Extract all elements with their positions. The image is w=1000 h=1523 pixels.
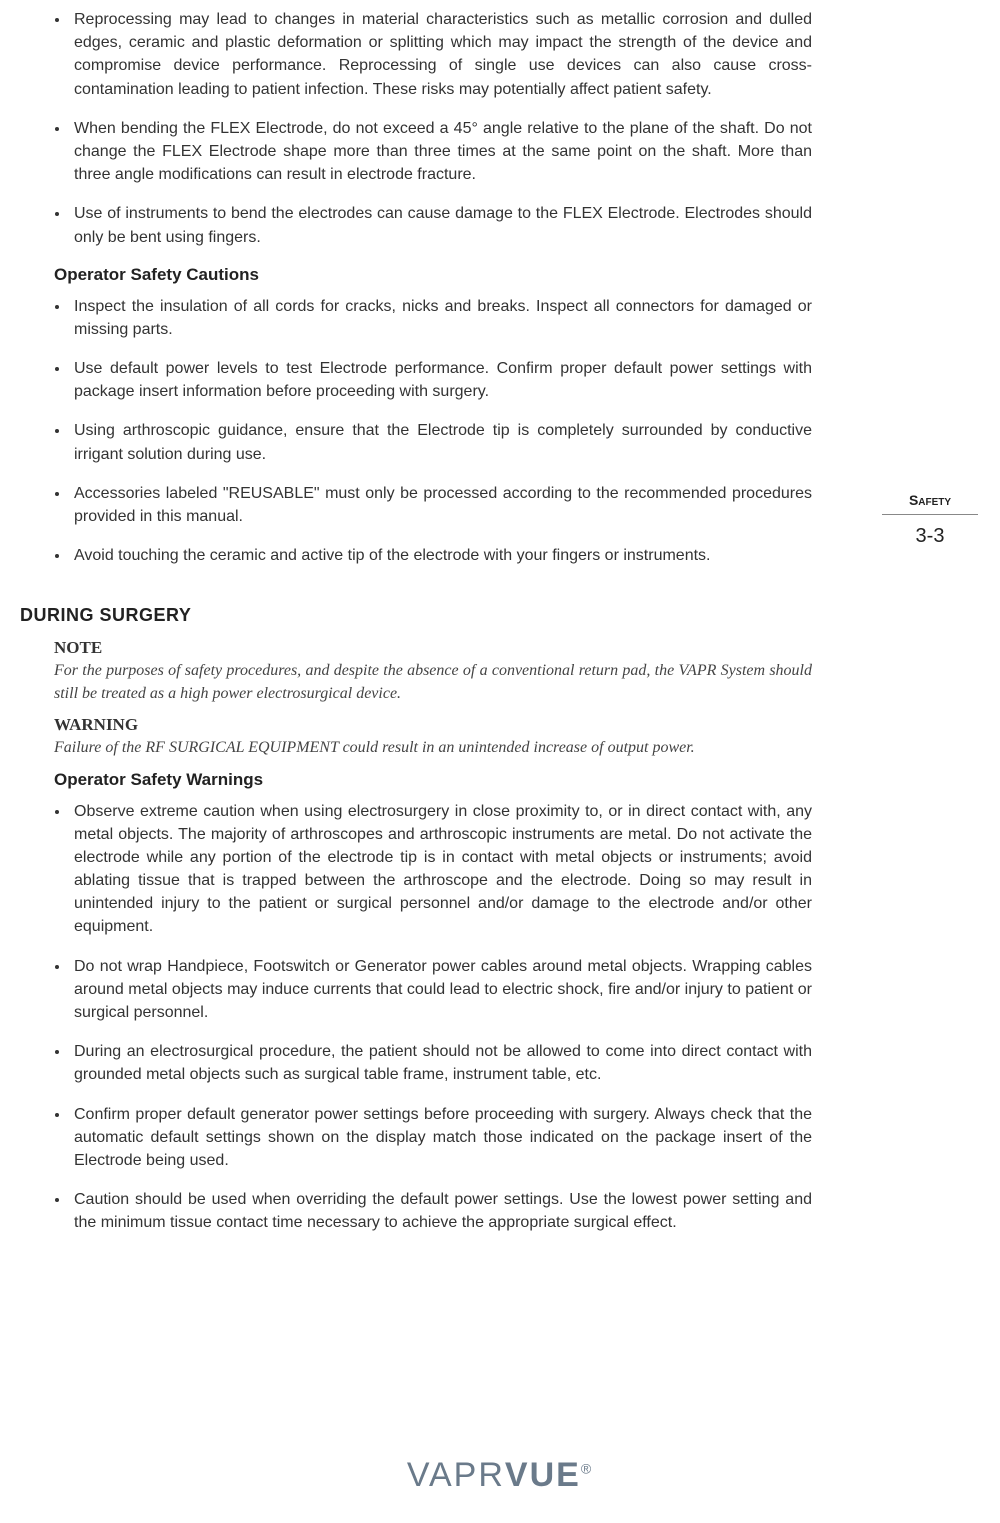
logo-part2: VUE (505, 1456, 581, 1494)
cautions-heading: Operator Safety Cautions (54, 265, 812, 285)
logo-part1: VAPR (407, 1456, 505, 1494)
list-item: Use default power levels to test Electro… (70, 357, 812, 403)
side-tab-label: Safety (870, 492, 990, 514)
page: Reprocessing may lead to changes in mate… (0, 0, 1000, 1523)
note-block: NOTE For the purposes of safety procedur… (54, 638, 812, 705)
section-heading: DURING SURGERY (20, 605, 812, 626)
main-column: Reprocessing may lead to changes in mate… (20, 0, 812, 1235)
list-item: Reprocessing may lead to changes in mate… (70, 8, 812, 101)
warning-title: WARNING (54, 715, 812, 735)
list-item: Inspect the insulation of all cords for … (70, 295, 812, 341)
list-item: Use of instruments to bend the electrode… (70, 202, 812, 248)
warning-block: WARNING Failure of the RF SURGICAL EQUIP… (54, 715, 812, 759)
warnings-heading: Operator Safety Warnings (54, 770, 812, 790)
note-title: NOTE (54, 638, 812, 658)
list-item: When bending the FLEX Electrode, do not … (70, 117, 812, 187)
cautions-list: Inspect the insulation of all cords for … (70, 295, 812, 568)
list-item: Avoid touching the ceramic and active ti… (70, 544, 812, 567)
note-body: For the purposes of safety procedures, a… (54, 660, 812, 705)
footer-logo: VAPRVUE® (0, 1456, 1000, 1495)
list-item: Do not wrap Handpiece, Footswitch or Gen… (70, 955, 812, 1025)
list-item: Using arthroscopic guidance, ensure that… (70, 419, 812, 465)
logo-registered-icon: ® (581, 1461, 593, 1477)
side-tab: Safety 3-3 (870, 492, 990, 548)
top-bullet-list: Reprocessing may lead to changes in mate… (70, 8, 812, 249)
list-item: During an electrosurgical procedure, the… (70, 1040, 812, 1086)
warning-body: Failure of the RF SURGICAL EQUIPMENT cou… (54, 737, 812, 759)
list-item: Confirm proper default generator power s… (70, 1103, 812, 1173)
list-item: Observe extreme caution when using elect… (70, 800, 812, 939)
warnings-list: Observe extreme caution when using elect… (70, 800, 812, 1235)
side-tab-page: 3-3 (870, 515, 990, 548)
list-item: Caution should be used when overriding t… (70, 1188, 812, 1234)
list-item: Accessories labeled "REUSABLE" must only… (70, 482, 812, 528)
